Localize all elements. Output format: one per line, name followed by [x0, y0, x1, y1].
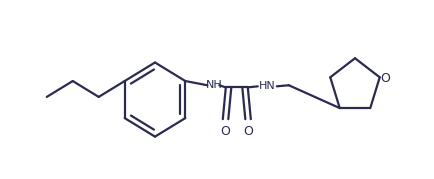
- Text: O: O: [220, 125, 230, 138]
- Text: NH: NH: [205, 80, 222, 90]
- Text: O: O: [243, 125, 252, 138]
- Text: HN: HN: [258, 81, 275, 91]
- Text: O: O: [379, 72, 389, 85]
